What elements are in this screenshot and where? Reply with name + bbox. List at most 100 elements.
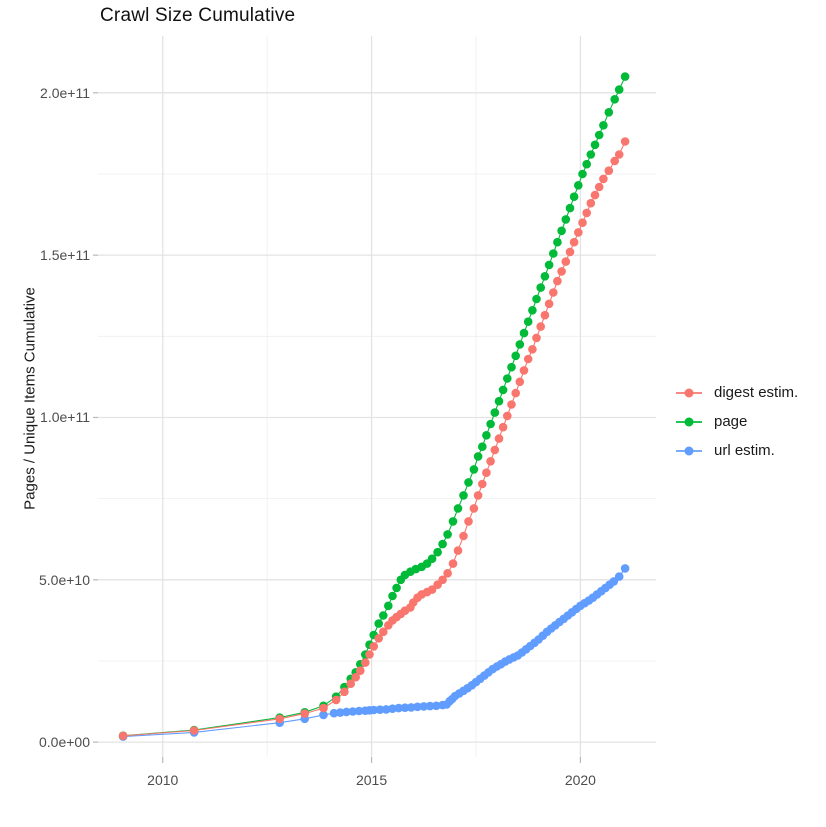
data-point — [511, 388, 520, 398]
data-point — [515, 340, 525, 349]
data-point — [590, 140, 600, 150]
y-tick-label-2: 1.0e+11 — [40, 409, 90, 426]
data-point — [503, 374, 512, 383]
legend-label-digest: digest estim. — [714, 384, 799, 401]
data-point — [528, 345, 537, 354]
data-point — [438, 575, 447, 585]
data-point — [532, 294, 541, 304]
data-point — [614, 572, 624, 581]
data-point — [453, 504, 463, 513]
data-point — [464, 478, 473, 487]
data-point — [419, 702, 429, 711]
data-point — [620, 137, 630, 146]
data-point — [189, 726, 199, 735]
data-point — [453, 546, 463, 555]
data-point — [620, 72, 630, 81]
data-point — [432, 701, 441, 711]
data-point — [448, 559, 458, 568]
data-point — [582, 208, 591, 218]
data-point — [490, 408, 500, 417]
data-point — [443, 530, 452, 539]
data-point — [356, 666, 365, 675]
data-point — [300, 709, 310, 718]
data-point — [365, 650, 374, 659]
data-point — [569, 237, 579, 247]
data-point — [369, 705, 379, 715]
data-point — [578, 169, 587, 179]
data-point — [381, 705, 391, 714]
data-point — [599, 121, 608, 130]
y-tick-label-0: 0.0e+00 — [39, 734, 90, 751]
data-point — [438, 539, 447, 549]
data-point — [532, 333, 541, 343]
data-point — [473, 491, 483, 500]
data-point — [413, 702, 422, 712]
data-point — [519, 366, 529, 375]
data-point — [549, 249, 558, 258]
data-point — [346, 679, 356, 688]
data-point — [610, 95, 619, 104]
data-point — [459, 531, 468, 541]
data-point — [388, 591, 397, 601]
data-point — [427, 585, 437, 594]
data-point — [482, 468, 491, 478]
data-point — [369, 642, 379, 651]
x-tick-label-2010: 2010 — [147, 772, 179, 788]
data-point — [620, 564, 630, 573]
data-point — [523, 317, 533, 327]
x-tick-label-2015: 2015 — [355, 772, 388, 788]
legend-item-page: page — [676, 407, 798, 436]
legend-key-digest-icon — [676, 388, 702, 398]
data-point — [348, 707, 358, 716]
data-point — [406, 703, 416, 712]
data-point — [400, 703, 410, 712]
data-point — [561, 257, 571, 266]
data-point — [469, 465, 479, 474]
data-point — [604, 166, 614, 175]
data-point — [319, 710, 328, 720]
data-point — [361, 658, 370, 667]
data-point — [586, 198, 596, 208]
data-point — [486, 457, 495, 466]
data-point — [478, 442, 487, 452]
data-point — [275, 714, 285, 724]
data-point — [561, 215, 571, 224]
data-point — [473, 452, 483, 461]
data-point — [614, 150, 624, 159]
data-point — [354, 706, 364, 716]
data-point — [319, 703, 328, 713]
data-point — [536, 283, 545, 292]
data-point — [582, 159, 591, 169]
data-point — [490, 445, 500, 455]
y-tick-label-3: 1.5e+11 — [40, 247, 90, 264]
data-point — [507, 362, 516, 372]
data-point — [374, 619, 384, 628]
data-point — [610, 156, 619, 166]
y-tick-label-4: 2.0e+11 — [40, 84, 90, 101]
data-point — [469, 504, 479, 513]
data-point — [569, 192, 579, 201]
x-tick-label-2020: 2020 — [564, 772, 596, 788]
data-point — [482, 431, 491, 440]
data-point — [329, 708, 339, 718]
data-point — [549, 288, 558, 297]
data-point — [553, 237, 562, 247]
data-point — [486, 419, 495, 429]
legend-item-url-estim: url estim. — [676, 436, 798, 465]
data-point — [379, 611, 388, 620]
data-point — [515, 377, 525, 387]
data-point — [427, 554, 437, 563]
data-point — [459, 491, 468, 500]
data-point — [340, 687, 349, 697]
data-point — [574, 181, 583, 190]
data-point — [448, 517, 458, 526]
y-tick-label-1: 5.0e+10 — [39, 571, 90, 588]
legend-label-url: url estim. — [714, 442, 775, 459]
data-point — [614, 85, 624, 94]
data-point — [604, 108, 614, 117]
data-point — [594, 130, 604, 140]
data-point — [498, 422, 508, 432]
data-point — [443, 569, 452, 578]
data-point — [544, 260, 554, 270]
